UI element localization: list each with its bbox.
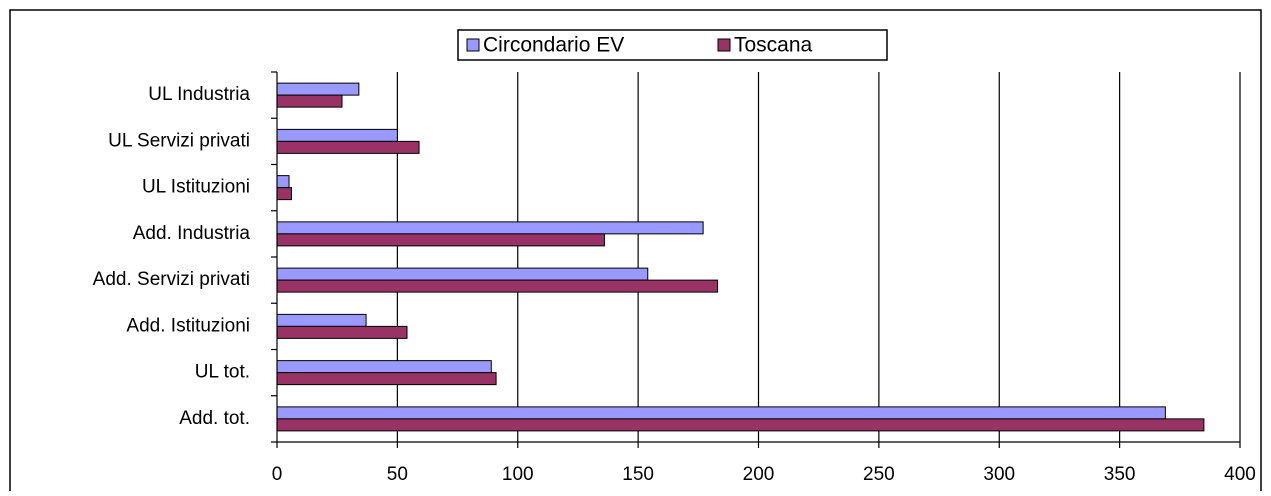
x-tick-label: 400 bbox=[1224, 464, 1256, 485]
bar bbox=[276, 128, 398, 142]
y-tick-label: Add. tot. bbox=[179, 408, 250, 429]
y-tick-label: Add. Industria bbox=[133, 223, 251, 244]
x-tick-label: 350 bbox=[1104, 464, 1136, 485]
legend-swatch bbox=[717, 38, 731, 52]
bar bbox=[276, 82, 360, 96]
y-tick-label: Add. Istituzioni bbox=[126, 315, 250, 336]
y-tick-label: UL Servizi privati bbox=[108, 130, 250, 151]
bar bbox=[276, 372, 497, 386]
bar bbox=[276, 360, 492, 374]
y-tick-label: UL Istituzioni bbox=[142, 177, 250, 198]
bar bbox=[276, 187, 292, 201]
legend-label: Circondario EV bbox=[483, 34, 624, 57]
bar bbox=[276, 406, 1166, 420]
y-tick-label: Add. Servizi privati bbox=[93, 269, 250, 290]
bar bbox=[276, 267, 649, 281]
bar bbox=[276, 279, 719, 293]
x-tick-label: 300 bbox=[983, 464, 1015, 485]
x-tick-label: 200 bbox=[743, 464, 775, 485]
legend-label: Toscana bbox=[734, 34, 813, 57]
bar bbox=[276, 140, 420, 154]
bar bbox=[276, 233, 605, 247]
bar bbox=[276, 175, 290, 189]
bar bbox=[276, 221, 704, 235]
x-tick-label: 150 bbox=[622, 464, 654, 485]
y-tick-label: UL Industria bbox=[148, 84, 250, 105]
x-tick-label: 250 bbox=[863, 464, 895, 485]
y-tick-label: UL tot. bbox=[195, 362, 250, 383]
x-tick-label: 50 bbox=[387, 464, 408, 485]
bar bbox=[276, 325, 408, 339]
bar bbox=[276, 313, 367, 327]
legend-swatch bbox=[466, 38, 480, 52]
x-tick-label: 0 bbox=[272, 464, 283, 485]
bar bbox=[276, 418, 1205, 432]
legend-box bbox=[457, 29, 888, 61]
bar bbox=[276, 94, 343, 108]
x-tick-label: 100 bbox=[502, 464, 534, 485]
